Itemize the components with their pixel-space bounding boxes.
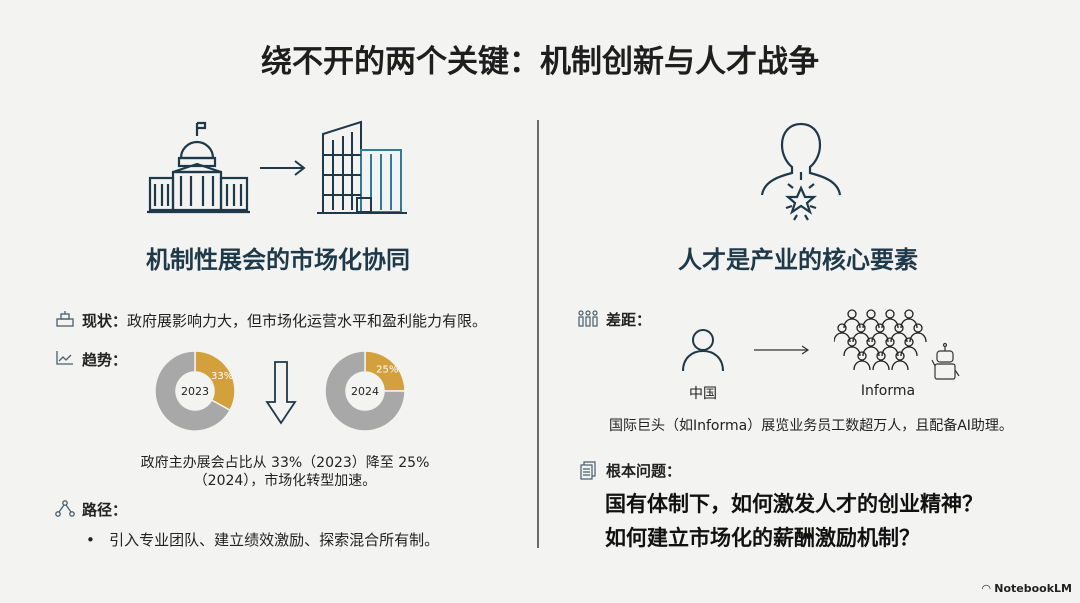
informa-label: Informa (860, 383, 916, 399)
person-icon (862, 309, 880, 329)
trend-label: 趋势： (82, 351, 128, 369)
people-group-icon (578, 310, 598, 327)
status-text: 政府展影响力大，但市场化运营水平和盈利能力有限。 (127, 312, 488, 330)
person-icon (834, 323, 851, 343)
donut-charts: 33%2023 25% 2024 (154, 350, 406, 432)
china-label: 中国 (689, 386, 717, 402)
path-label: 路径： (82, 501, 128, 519)
donut-center-label: 2024 (351, 385, 379, 398)
single-person-icon (682, 329, 724, 372)
office-building-icon (317, 120, 407, 214)
trend-caption-line2: （2024），市场化转型加速。 (193, 473, 377, 489)
buildings-icon (56, 311, 74, 327)
person-icon (900, 309, 918, 329)
status-label: 现状： (82, 312, 128, 330)
talent-person-star-icon (760, 122, 842, 221)
question-2: 如何建立市场化的薪酬激励机制？ (605, 526, 920, 550)
down-arrow-icon (265, 361, 297, 425)
person-icon (890, 323, 908, 343)
person-icon (843, 337, 861, 357)
column-divider (537, 120, 539, 548)
donut-slice-label: 25% (376, 365, 398, 376)
donut-center-label: 2023 (181, 385, 209, 398)
person-icon (881, 337, 899, 357)
watermark-text: NotebookLM (994, 582, 1072, 595)
path-bullet: 引入专业团队、建立绩效激励、探索混合所有制。 (109, 531, 440, 549)
donut-slice (154, 350, 232, 432)
government-to-company-illustration (147, 120, 407, 214)
person-icon (843, 309, 861, 329)
trend-chart-icon (56, 351, 73, 365)
arrow-right-icon (754, 345, 810, 355)
person-icon (900, 337, 918, 357)
person-icon (909, 323, 927, 343)
donut-slice (194, 350, 236, 412)
ai-robot-icon (931, 342, 960, 380)
person-icon (871, 323, 889, 343)
left-heading: 机制性展会的市场化协同 (146, 246, 410, 274)
donut-slice-label: 33% (211, 371, 233, 382)
person-icon (853, 351, 871, 371)
trend-caption-line1: 政府主办展会占比从 33%（2023）降至 25% (140, 455, 430, 471)
network-path-icon (55, 500, 75, 517)
document-icon (580, 461, 596, 480)
crowd-with-ai-robot-icon (834, 309, 960, 380)
notebooklm-logo-icon: ◠ (981, 582, 995, 595)
arrow-right-icon (260, 160, 306, 176)
right-heading: 人才是产业的核心要素 (678, 246, 918, 274)
capitol-building-icon (147, 121, 250, 214)
person-icon (891, 351, 909, 371)
slide-title: 绕不开的两个关键：机制创新与人才战争 (261, 44, 819, 80)
gap-text: 国际巨头（如Informa）展览业务员工数超万人，且配备AI助理。 (609, 418, 1013, 434)
person-icon (852, 323, 870, 343)
gap-label: 差距： (606, 311, 652, 329)
donut-slice (324, 350, 406, 432)
notebooklm-watermark: ◠ NotebookLM (982, 582, 1072, 595)
person-icon (862, 337, 880, 357)
root-question-label: 根本问题： (606, 462, 682, 480)
person-icon (872, 351, 890, 371)
bullet-icon: • (86, 531, 110, 549)
question-1: 国有体制下，如何激发人才的创业精神？ (605, 492, 983, 516)
person-icon (881, 309, 899, 329)
